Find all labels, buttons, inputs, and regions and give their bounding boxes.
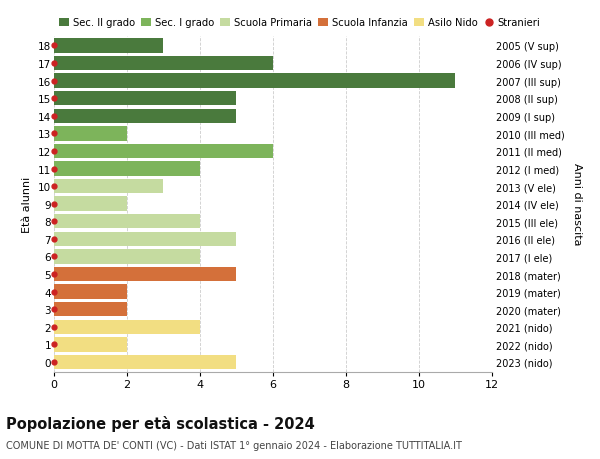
Legend: Sec. II grado, Sec. I grado, Scuola Primaria, Scuola Infanzia, Asilo Nido, Stran: Sec. II grado, Sec. I grado, Scuola Prim… — [59, 18, 541, 28]
Bar — [54, 57, 273, 71]
Bar — [54, 267, 236, 282]
Bar — [54, 355, 236, 369]
Bar — [54, 92, 236, 106]
Text: Popolazione per età scolastica - 2024: Popolazione per età scolastica - 2024 — [6, 415, 315, 431]
Bar — [54, 39, 163, 54]
Bar — [54, 320, 200, 334]
Y-axis label: Età alunni: Età alunni — [22, 176, 32, 232]
Bar — [54, 179, 163, 194]
Bar — [54, 337, 127, 352]
Bar — [54, 127, 127, 141]
Bar — [54, 302, 127, 317]
Bar — [54, 109, 236, 124]
Bar — [54, 162, 200, 176]
Bar — [54, 232, 236, 246]
Bar — [54, 197, 127, 212]
Bar — [54, 215, 200, 229]
Bar — [54, 74, 455, 89]
Y-axis label: Anni di nascita: Anni di nascita — [572, 163, 581, 246]
Bar — [54, 285, 127, 299]
Bar — [54, 250, 200, 264]
Text: COMUNE DI MOTTA DE' CONTI (VC) - Dati ISTAT 1° gennaio 2024 - Elaborazione TUTTI: COMUNE DI MOTTA DE' CONTI (VC) - Dati IS… — [6, 440, 462, 450]
Bar — [54, 145, 273, 159]
